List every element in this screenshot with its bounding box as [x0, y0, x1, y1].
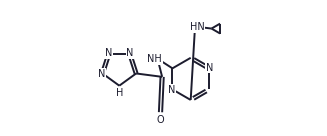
- Text: N: N: [98, 69, 106, 79]
- Text: NH: NH: [147, 54, 162, 64]
- Text: H: H: [116, 88, 123, 98]
- Text: N: N: [127, 48, 134, 58]
- Text: N: N: [105, 48, 112, 58]
- Text: HN: HN: [190, 22, 205, 32]
- Text: N: N: [206, 63, 213, 73]
- Text: N: N: [168, 85, 176, 95]
- Text: O: O: [157, 115, 164, 125]
